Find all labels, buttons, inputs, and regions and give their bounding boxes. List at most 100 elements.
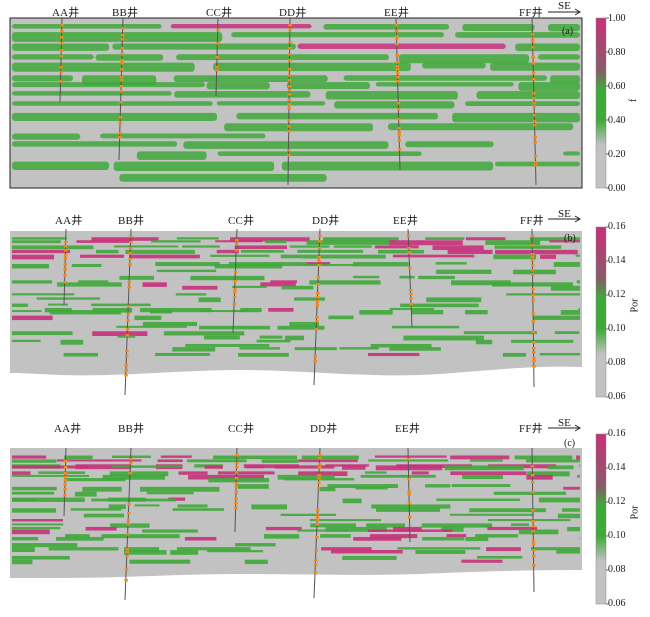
facies-band	[12, 112, 218, 121]
facies-band	[224, 123, 373, 132]
well-log-segment	[126, 305, 131, 308]
well-log-segment	[314, 549, 318, 552]
facies-band	[280, 513, 337, 517]
facies-band	[377, 249, 424, 254]
well-log-segment	[317, 482, 321, 485]
facies-band	[421, 62, 486, 69]
well-log-segment	[128, 247, 133, 250]
well-log-segment	[315, 523, 319, 526]
facies-band	[297, 249, 364, 253]
cbar-b-tick-5: 0.06	[608, 391, 626, 402]
well-log-segment	[531, 509, 535, 512]
well-log-segment	[120, 38, 125, 41]
facies-band	[12, 518, 63, 522]
well-log-segment	[394, 30, 399, 33]
well-log-segment	[531, 341, 536, 344]
facies-band	[12, 465, 88, 469]
facies-band	[12, 547, 35, 553]
facies-band	[451, 484, 511, 487]
well-log-segment	[288, 41, 292, 44]
well-log-segment	[395, 43, 399, 46]
facies-band	[465, 237, 506, 241]
facies-band	[511, 339, 574, 343]
facies-band	[101, 534, 180, 539]
facies-band	[549, 240, 580, 243]
facies-band	[12, 293, 75, 296]
facies-band	[12, 240, 61, 244]
well-log-segment	[530, 37, 535, 40]
facies-band	[475, 339, 493, 345]
section-c-svg	[10, 424, 609, 605]
facies-band	[201, 310, 249, 313]
well-log-segment	[118, 132, 122, 135]
well-log-segment	[118, 122, 123, 125]
well-log-segment	[397, 131, 401, 134]
facies-band	[449, 513, 534, 516]
facies-band	[12, 141, 178, 147]
well-log-segment	[129, 458, 133, 461]
facies-band	[425, 237, 465, 240]
well-log-segment	[235, 466, 239, 469]
facies-band	[142, 321, 197, 327]
well-log-segment	[409, 293, 413, 296]
cbar-b-tick-2: 0.12	[608, 289, 626, 300]
facies-band	[177, 504, 208, 508]
facies-band	[216, 249, 239, 254]
well-log-segment	[532, 97, 536, 100]
facies-band	[455, 32, 580, 38]
well-log-segment	[532, 564, 536, 567]
facies-band	[506, 293, 580, 296]
well-log-segment	[63, 479, 68, 482]
facies-band	[63, 352, 99, 357]
cbar-c-tick-3: 0.10	[608, 530, 626, 541]
facies-band	[208, 478, 270, 483]
facies-band	[125, 249, 195, 254]
facies-band	[411, 471, 429, 475]
well-log-segment	[531, 56, 535, 59]
well-log-segment	[121, 34, 125, 37]
cbar-a-tick-0: 1.00	[608, 13, 626, 24]
well-log-segment	[234, 498, 238, 501]
panel-tag-b: (b)	[564, 233, 576, 244]
facies-band	[575, 254, 580, 257]
facies-band	[236, 112, 439, 120]
facies-band	[265, 526, 302, 531]
facies-band	[556, 550, 580, 554]
well-log-segment	[531, 312, 536, 315]
well-log-segment	[397, 148, 402, 151]
well-log-segment	[287, 119, 291, 122]
well-log-segment	[216, 29, 220, 32]
well-log-segment	[397, 139, 402, 142]
facies-band	[234, 245, 288, 250]
well-log-segment	[233, 288, 237, 291]
facies-band	[562, 508, 580, 512]
well-label-ff: FF井	[519, 423, 543, 435]
facies-band	[119, 173, 327, 182]
facies-band	[518, 82, 580, 91]
facies-band	[302, 263, 360, 267]
well-log-segment	[235, 454, 239, 457]
facies-band	[49, 310, 121, 315]
cbar-b-tick-3: 0.10	[608, 323, 626, 334]
facies-band	[447, 249, 493, 254]
well-log-segment	[396, 102, 401, 105]
well-log-segment	[288, 59, 292, 62]
facies-band	[12, 249, 71, 254]
facies-band	[12, 536, 39, 541]
facies-band	[375, 465, 443, 471]
facies-band	[286, 82, 371, 90]
facies-band	[12, 315, 53, 321]
facies-band	[12, 339, 41, 343]
cbar-b-tick-0: 0.16	[608, 221, 626, 232]
well-log-segment	[315, 300, 320, 303]
well-log-segment	[530, 253, 535, 256]
facies-band	[12, 133, 81, 140]
facies-band	[475, 534, 518, 538]
facies-band	[342, 498, 362, 504]
facies-band	[389, 307, 435, 311]
facies-band	[56, 459, 142, 462]
facies-band	[557, 513, 580, 519]
cbar-c-tick-1: 0.14	[608, 462, 626, 473]
facies-band	[139, 486, 220, 492]
well-log-segment	[124, 374, 128, 377]
